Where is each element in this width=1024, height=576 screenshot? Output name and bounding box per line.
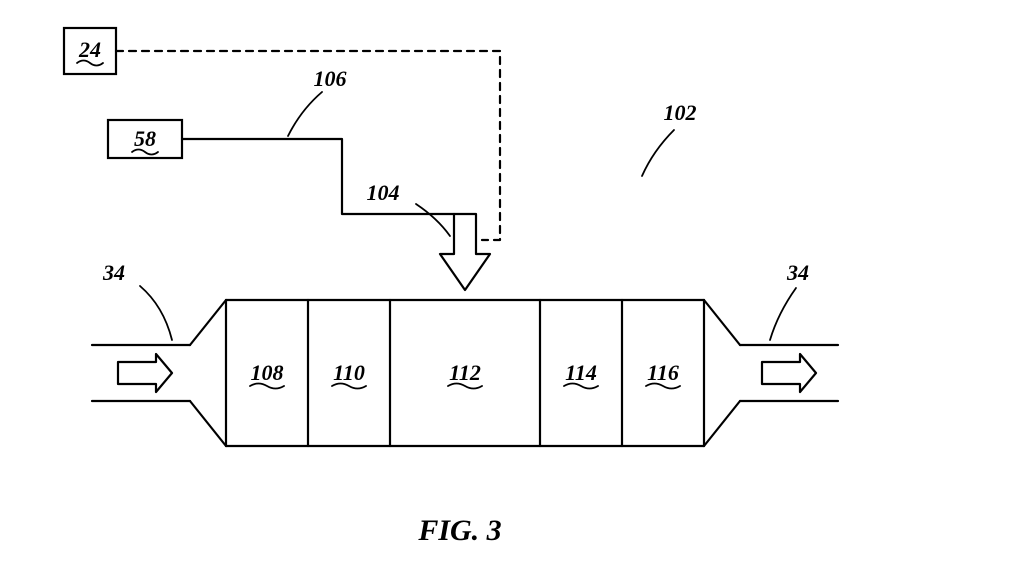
svg-text:104: 104 — [367, 180, 400, 205]
svg-text:24: 24 — [78, 37, 101, 62]
svg-text:108: 108 — [251, 360, 284, 385]
svg-text:34: 34 — [786, 260, 809, 285]
svg-text:58: 58 — [134, 126, 156, 151]
svg-text:34: 34 — [102, 260, 125, 285]
svg-text:110: 110 — [333, 360, 365, 385]
svg-text:FIG. 3: FIG. 3 — [417, 514, 501, 547]
svg-text:114: 114 — [565, 360, 597, 385]
svg-text:106: 106 — [314, 66, 347, 91]
svg-text:112: 112 — [449, 360, 481, 385]
svg-text:102: 102 — [664, 100, 697, 125]
svg-text:116: 116 — [647, 360, 679, 385]
